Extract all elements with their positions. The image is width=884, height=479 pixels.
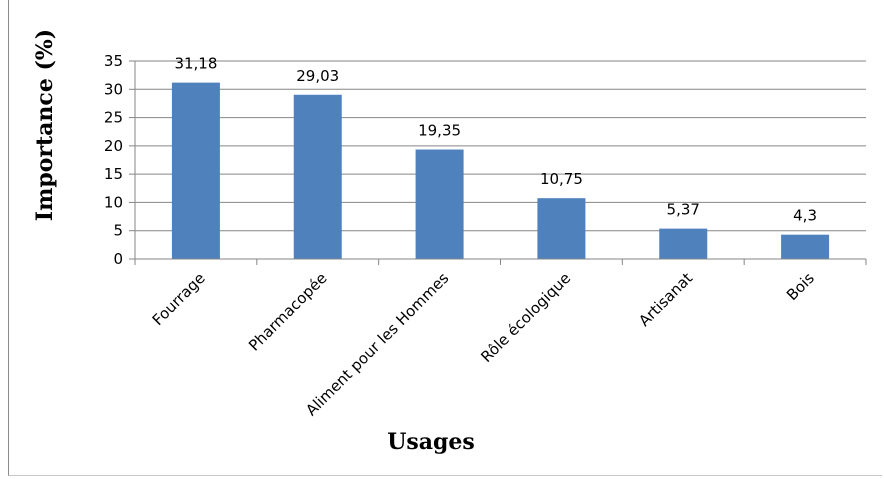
category-label-5: Bois: [783, 269, 818, 304]
data-label-3: 10,75: [540, 170, 583, 188]
data-label-0: 31,18: [174, 55, 217, 73]
data-labels: 31,18 29,03 19,35 10,75 5,37 4,3: [174, 55, 817, 225]
x-axis-title: Usages: [387, 429, 475, 455]
y-tick-label: 10: [104, 193, 123, 211]
bar-1: [293, 94, 342, 260]
category-label-1: Pharmacopée: [245, 269, 330, 354]
y-tick-label: 20: [104, 137, 123, 155]
chart-frame: [8, 0, 882, 476]
bar-0: [171, 82, 220, 259]
bars: [171, 82, 830, 260]
y-tick-label: 35: [104, 52, 123, 70]
bar-4: [659, 228, 708, 259]
bar-2: [415, 149, 464, 259]
category-label-0: Fourrage: [149, 269, 209, 329]
category-label-2: Aliment pour les Hommes: [302, 269, 452, 419]
y-tick-labels: 0 5 10 15 20 25 30 35: [104, 52, 123, 268]
data-label-1: 29,03: [296, 67, 339, 85]
y-tick-label: 5: [113, 222, 123, 240]
data-label-4: 5,37: [667, 201, 700, 219]
category-label-4: Artisanat: [635, 269, 696, 330]
data-label-2: 19,35: [418, 122, 461, 140]
y-tick-label: 15: [104, 165, 123, 183]
y-tick-label: 30: [104, 80, 123, 98]
bar-3: [537, 198, 586, 259]
category-label-3: Rôle écologique: [477, 269, 574, 366]
data-label-5: 4,3: [793, 207, 817, 225]
y-tick-label: 0: [113, 250, 123, 268]
y-tick-label: 25: [104, 109, 123, 127]
gridlines: [129, 60, 867, 265]
bar-5: [781, 234, 830, 259]
y-axis-title: Importance (%): [32, 29, 58, 221]
